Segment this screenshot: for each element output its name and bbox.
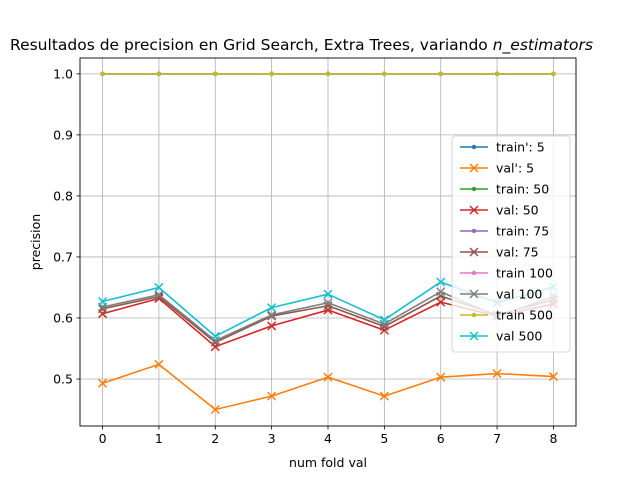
legend-label: train': 5	[496, 140, 545, 155]
data-point	[156, 71, 162, 77]
data-point	[551, 71, 556, 77]
data-point	[269, 71, 274, 77]
x-tick-label: 5	[380, 431, 388, 446]
data-point	[213, 71, 218, 77]
legend-box	[451, 135, 571, 353]
legend-label: train: 50	[496, 182, 549, 197]
x-axis-ticks: 0 1 2 3 4 5 6 7 8	[99, 426, 557, 446]
x-tick-label: 8	[549, 431, 557, 446]
data-point	[471, 186, 477, 192]
data-point	[471, 270, 477, 276]
y-tick-label: 0.8	[53, 188, 73, 203]
y-tick-label: 0.7	[53, 249, 73, 264]
y-tick-label: 0.6	[53, 310, 73, 325]
data-point	[267, 391, 277, 401]
y-axis-ticks: 0.5 0.6 0.7 0.8 0.9 1.0	[53, 66, 80, 387]
legend-label: val: 75	[496, 245, 539, 260]
data-point	[323, 298, 333, 308]
legend-label: val': 5	[496, 161, 534, 176]
data-point	[469, 289, 479, 299]
data-point	[154, 359, 164, 369]
data-point	[471, 312, 477, 318]
data-point	[323, 289, 333, 299]
x-tick-label: 7	[493, 431, 501, 446]
x-tick-label: 2	[211, 431, 219, 446]
data-point	[548, 372, 558, 382]
data-point	[438, 71, 443, 77]
y-axis-label: precision	[28, 214, 43, 270]
legend-item: val 500	[460, 329, 542, 344]
data-point	[436, 287, 446, 297]
series-1	[98, 359, 558, 415]
chart-title: Resultados de precision en Grid Search, …	[10, 36, 593, 55]
data-point	[469, 331, 479, 341]
data-point	[379, 319, 389, 329]
chart-title-italic: n_estimators	[493, 36, 593, 55]
data-point	[267, 310, 277, 320]
data-point	[210, 404, 220, 415]
legend-label: train: 75	[496, 224, 549, 239]
legend-label: val: 50	[496, 203, 539, 218]
data-point	[492, 368, 502, 379]
data-point	[436, 277, 446, 287]
x-tick-label: 1	[155, 431, 163, 446]
y-tick-label: 0.9	[53, 127, 73, 142]
data-point	[100, 71, 105, 77]
legend-item: train: 75	[460, 224, 549, 239]
x-tick-label: 0	[99, 431, 107, 446]
y-tick-label: 1.0	[53, 66, 73, 81]
data-point	[267, 303, 277, 313]
data-point	[267, 311, 277, 321]
legend-item: val': 5	[460, 161, 534, 176]
x-axis-label: num fold val	[289, 455, 367, 470]
legend-item: val 100	[460, 287, 542, 302]
legend-item: val: 75	[460, 245, 539, 260]
data-point	[267, 321, 277, 331]
data-point	[323, 372, 333, 382]
data-point	[379, 391, 389, 401]
x-tick-label: 4	[324, 431, 332, 446]
data-point	[469, 163, 479, 173]
legend-label: train 100	[496, 266, 553, 281]
data-point	[379, 315, 389, 325]
legend-item: train 500	[460, 308, 553, 323]
data-point	[154, 292, 164, 302]
legend-item: train': 5	[460, 140, 545, 155]
data-point	[469, 247, 479, 257]
data-point	[154, 282, 164, 292]
y-tick-label: 0.5	[53, 372, 73, 387]
data-point	[436, 372, 446, 382]
x-tick-label: 6	[437, 431, 445, 446]
legend-item: val: 50	[460, 203, 539, 218]
data-point	[471, 144, 477, 150]
data-point	[210, 331, 220, 341]
data-point	[325, 71, 331, 77]
data-point	[469, 205, 479, 215]
x-tick-label: 3	[268, 431, 276, 446]
data-point	[98, 296, 108, 307]
data-point	[471, 228, 477, 234]
legend-label: val 100	[496, 287, 542, 302]
legend: train': 5 val': 5 train: 50 val: 50 train: 7…	[451, 135, 571, 353]
series-8	[100, 71, 556, 77]
data-point	[154, 290, 164, 300]
data-point	[382, 71, 387, 77]
legend-item: train: 50	[460, 182, 549, 197]
data-point	[494, 71, 500, 77]
chart-title-main: Resultados de precision en Grid Search, …	[10, 36, 488, 54]
legend-label: val 500	[496, 329, 542, 344]
legend-item: train 100	[460, 266, 553, 281]
legend-label: train 500	[496, 308, 553, 323]
data-point	[98, 378, 108, 388]
